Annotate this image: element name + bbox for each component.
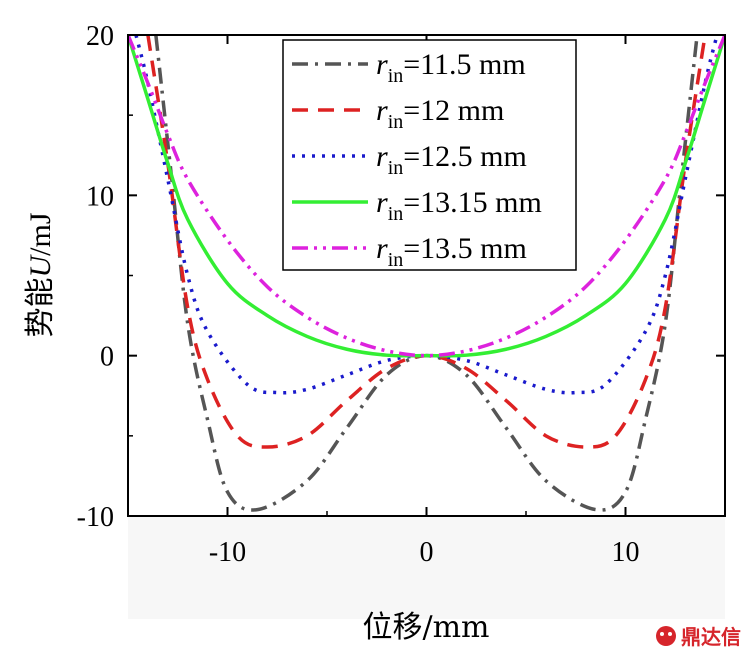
legend-label-variable: r: [376, 48, 388, 81]
y-tick-label: 10: [86, 181, 114, 212]
series-line-13-15-mm: [128, 35, 725, 358]
legend-label-value: =13.15 mm: [403, 186, 542, 219]
wechat-logo-icon: [656, 626, 676, 646]
legend-label-value: =12 mm: [403, 94, 504, 127]
y-tick-label: 0: [100, 342, 114, 373]
tick-labels-layer: -10 0 10 -10 0 10 20: [77, 21, 640, 568]
legend-label-variable: r: [376, 140, 388, 173]
x-axis-title: 位移/mm: [362, 610, 489, 645]
legend-label: rin=13.15 mm: [376, 186, 542, 225]
legend-label-subscript: in: [388, 111, 404, 133]
y-tick-label: 20: [86, 21, 114, 52]
legend-label: rin=13.5 mm: [376, 232, 527, 271]
legend-label-subscript: in: [388, 65, 404, 87]
legend-label-subscript: in: [388, 249, 404, 271]
watermark-text: 鼎达信: [681, 625, 741, 649]
legend-label-value: =13.5 mm: [403, 232, 527, 265]
legend-label: rin=12.5 mm: [376, 140, 527, 179]
legend-label-value: =11.5 mm: [403, 48, 525, 81]
series-line-12-5-mm: [134, 35, 719, 395]
x-tick-label: 10: [612, 537, 640, 568]
series-layer: [128, 35, 725, 512]
legend-label-variable: r: [376, 94, 388, 127]
legend-label: rin=12 mm: [376, 94, 504, 133]
y-axis-title-unit: /mJ: [24, 212, 57, 256]
x-tick-label: 0: [420, 537, 434, 568]
y-axis-title-variable: U: [24, 254, 57, 278]
y-axis-title-prefix: 势能: [23, 278, 58, 338]
legend-box: [282, 39, 577, 271]
legend-label-variable: r: [376, 186, 388, 219]
legend-label-subscript: in: [388, 157, 404, 179]
y-tick-label: -10: [77, 502, 114, 533]
y-axis-title: 势能U/mJ: [23, 212, 58, 337]
legend-label: rin=11.5 mm: [376, 48, 526, 87]
x-tick-label: -10: [209, 537, 246, 568]
watermark: 鼎达信: [656, 625, 741, 649]
legend-label-variable: r: [376, 232, 388, 265]
legend-label-subscript: in: [388, 203, 404, 225]
legend-label-value: =12.5 mm: [403, 140, 527, 173]
